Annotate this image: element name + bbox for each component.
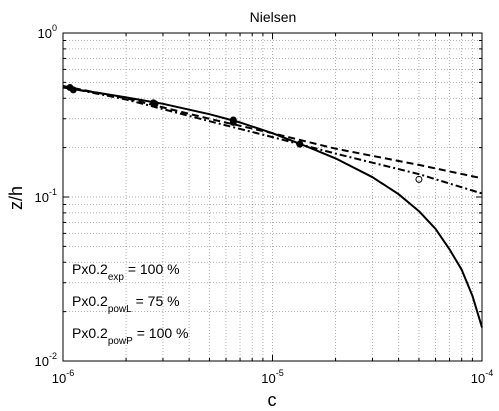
x-axis-label: c — [268, 390, 277, 410]
annotation-main: Px0.2 — [72, 293, 108, 309]
y-tick-label: 10-2 — [35, 351, 57, 369]
annotation-main: Px0.2 — [72, 261, 108, 277]
points — [66, 84, 423, 183]
x-tick-label-exp: -6 — [66, 368, 74, 378]
annotation: Px0.2exp = 100 % — [72, 261, 180, 283]
annotation-subscript: powP — [108, 336, 133, 347]
y-tick-label-exp: -1 — [49, 187, 57, 197]
y-tick-label-base: 10 — [35, 190, 49, 205]
x-tick-label: 10-6 — [52, 368, 74, 386]
annotations: Px0.2exp = 100 %Px0.2powL = 75 %Px0.2pow… — [72, 261, 188, 347]
x-tick-label-exp: -4 — [485, 368, 493, 378]
annotation-value: = 100 % — [133, 325, 189, 341]
series-line-dashed — [62, 85, 483, 180]
data-point-open — [415, 175, 423, 183]
data-point-filled — [296, 140, 304, 148]
y-tick-label-exp: 0 — [52, 23, 57, 33]
grid — [63, 33, 482, 361]
y-tick-label: 10-1 — [35, 187, 57, 205]
data-point-filled — [151, 100, 159, 108]
y-tick-label: 100 — [38, 23, 57, 41]
y-tick-label-base: 10 — [38, 26, 52, 41]
x-tick-label-exp: -5 — [276, 368, 284, 378]
data-point-filled — [69, 86, 77, 94]
annotation-value: = 100 % — [124, 261, 180, 277]
x-tick-label: 10-5 — [261, 368, 283, 386]
x-tick-label-base: 10 — [261, 371, 275, 386]
annotation: Px0.2powL = 75 % — [72, 293, 180, 315]
annotation-value: = 75 % — [132, 293, 180, 309]
y-axis-label: z/h — [6, 186, 26, 210]
y-tick-label-base: 10 — [35, 354, 49, 369]
x-tick-label-base: 10 — [471, 371, 485, 386]
annotation-subscript: exp — [108, 272, 125, 283]
x-tick-label-base: 10 — [52, 371, 66, 386]
x-tick-label: 10-4 — [471, 368, 493, 386]
series-line-dashdot — [62, 85, 483, 195]
data-point-filled — [229, 118, 237, 126]
chart-title: Nielsen — [250, 9, 297, 25]
y-tick-label-exp: -2 — [49, 351, 57, 361]
ticks — [62, 33, 482, 362]
annotation: Px0.2powP = 100 % — [72, 325, 188, 347]
annotation-main: Px0.2 — [72, 325, 108, 341]
annotation-subscript: powL — [108, 304, 132, 315]
